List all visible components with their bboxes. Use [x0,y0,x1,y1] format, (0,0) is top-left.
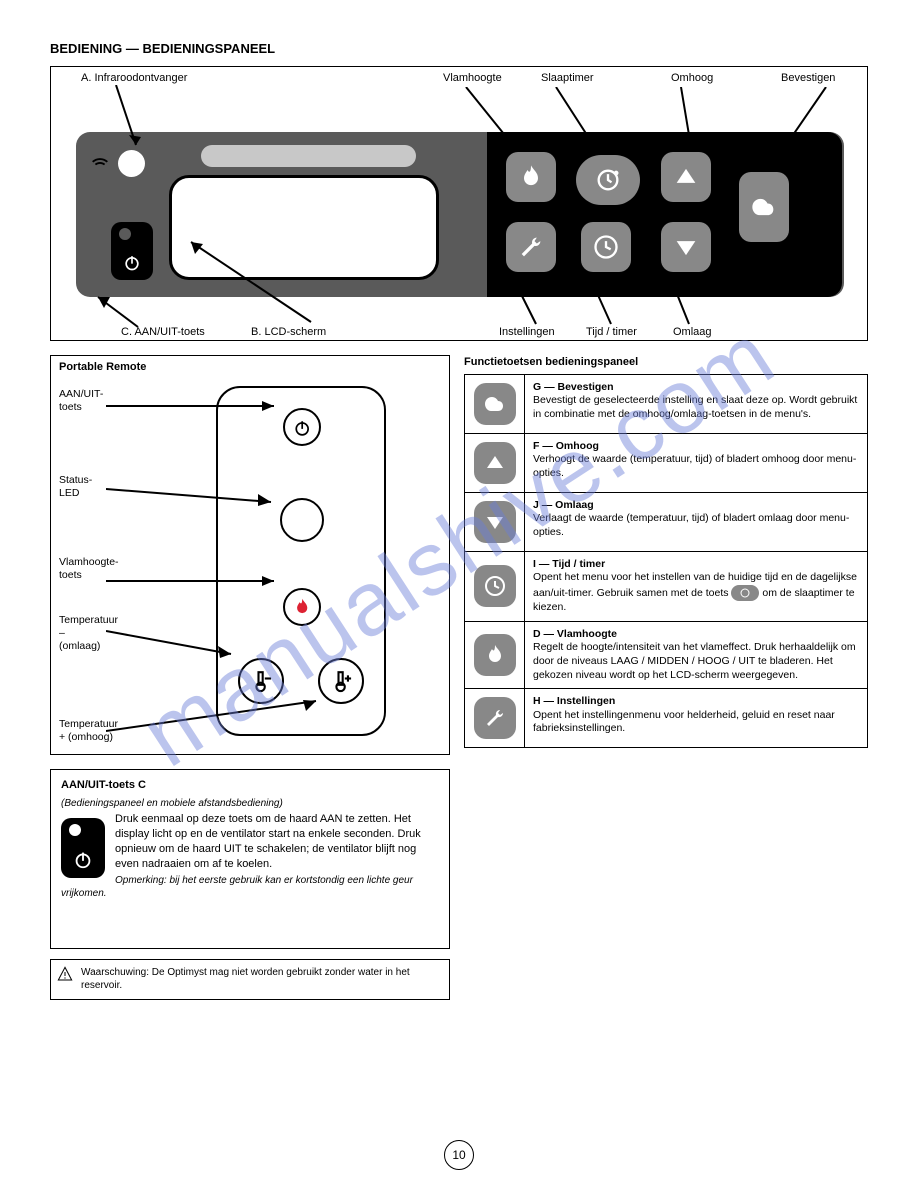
table-row: I — Tijd / timerOpent het menu voor het … [465,552,867,622]
callout-power: C. AAN/UIT-toets [121,325,205,340]
row-text: Regelt de hoogte/intensiteit van het vla… [533,641,856,680]
row-text: Verhoogt de waarde (temperatuur, tijd) o… [533,453,856,479]
warning-icon [57,966,73,982]
button-table: G — BevestigenBevestigt de geselecteerde… [464,374,868,748]
remote-callout-led: Status-LED [59,474,104,500]
infrared-receiver [118,150,145,177]
clock-icon [474,565,516,607]
wrench-icon [474,697,516,739]
enter-icon [474,383,516,425]
page-number: 10 [444,1140,474,1170]
table-row: F — OmhoogVerhoogt de waarde (temperatuu… [465,434,867,493]
remote-title: Portable Remote [59,360,146,375]
row-label: J — Omlaag [533,499,594,511]
table-row: D — VlamhoogteRegelt de hoogte/intensite… [465,622,867,690]
callout-display: B. LCD-scherm [251,325,326,340]
table-row: H — Instellingen Opent het instellingenme… [465,689,867,747]
power-description-box: AAN/UIT-toets C (Bedieningspaneel en mob… [50,769,450,949]
callout-down: Omlaag [673,325,712,340]
remote-callout-plus: Temperatuur + (omhoog) [59,718,114,744]
power-title: AAN/UIT-toets C [61,778,439,793]
remote-led [280,498,324,542]
callout-sleep: Slaaptimer [541,71,594,86]
row-text: Verlaagt de waarde (temperatuur, tijd) o… [533,512,849,538]
enter-button[interactable] [739,172,789,242]
down-button[interactable] [661,222,711,272]
callout-clock: Tijd / timer [586,325,637,340]
row-label: G — Bevestigen [533,381,614,393]
remote-body [216,386,386,736]
callout-infrared: A. Infraroodontvanger [81,71,187,86]
wifi-icon [89,149,111,171]
sleep-timer-button[interactable] [576,155,640,205]
remote-power-button[interactable] [283,408,321,446]
callout-enter: Bevestigen [781,71,835,86]
warning-text: Waarschuwing: De Optimyst mag niet worde… [81,967,410,992]
button-table-title: Functietoetsen bedieningspaneel [464,355,868,370]
row-label: H — Instellingen [533,695,615,707]
power-button[interactable] [111,222,153,280]
row-label: F — Omhoog [533,440,599,452]
power-icon [61,818,105,878]
power-body: Druk eenmaal op deze toets om de haard A… [61,812,439,871]
callout-flame: Vlamhoogte [443,71,502,86]
warning-box: Waarschuwing: De Optimyst mag niet worde… [50,959,450,1000]
power-note: Opmerking: bij het eerste gebruik kan er… [61,874,439,901]
power-subtitle: (Bedieningspaneel en mobiele afstandsbed… [61,797,439,811]
clock-button[interactable] [581,222,631,272]
row-label: I — Tijd / timer [533,558,605,570]
panel-grille [201,145,416,167]
remote-diagram: Portable Remote [50,355,450,755]
down-icon [474,501,516,543]
remote-flame-button[interactable] [283,588,321,626]
flame-button[interactable] [506,152,556,202]
panel-diagram: A. Infraroodontvanger Vlamhoogte Slaapti… [50,66,868,341]
row-text: Opent het instellingenmenu voor helderhe… [533,709,835,735]
remote-callout-minus: Temperatuur – (omlaag) [59,614,107,653]
table-row: J — OmlaagVerlaagt de waarde (temperatuu… [465,493,867,552]
callout-wrench: Instellingen [499,325,555,340]
flame-icon [474,634,516,676]
callout-up: Omhoog [671,71,713,86]
settings-button[interactable] [506,222,556,272]
remote-callout-flame: Vlamhoogte-toets [59,556,107,582]
section-title: BEDIENING — BEDIENINGSPANEEL [50,41,275,56]
table-row: G — BevestigenBevestigt de geselecteerde… [465,375,867,434]
up-button[interactable] [661,152,711,202]
sleep-inline-icon [731,585,759,601]
remote-callout-power: AAN/UIT-toets [59,388,104,414]
up-icon [474,442,516,484]
row-label: D — Vlamhoogte [533,628,617,640]
row-text: Bevestigt de geselecteerde instelling en… [533,394,857,420]
